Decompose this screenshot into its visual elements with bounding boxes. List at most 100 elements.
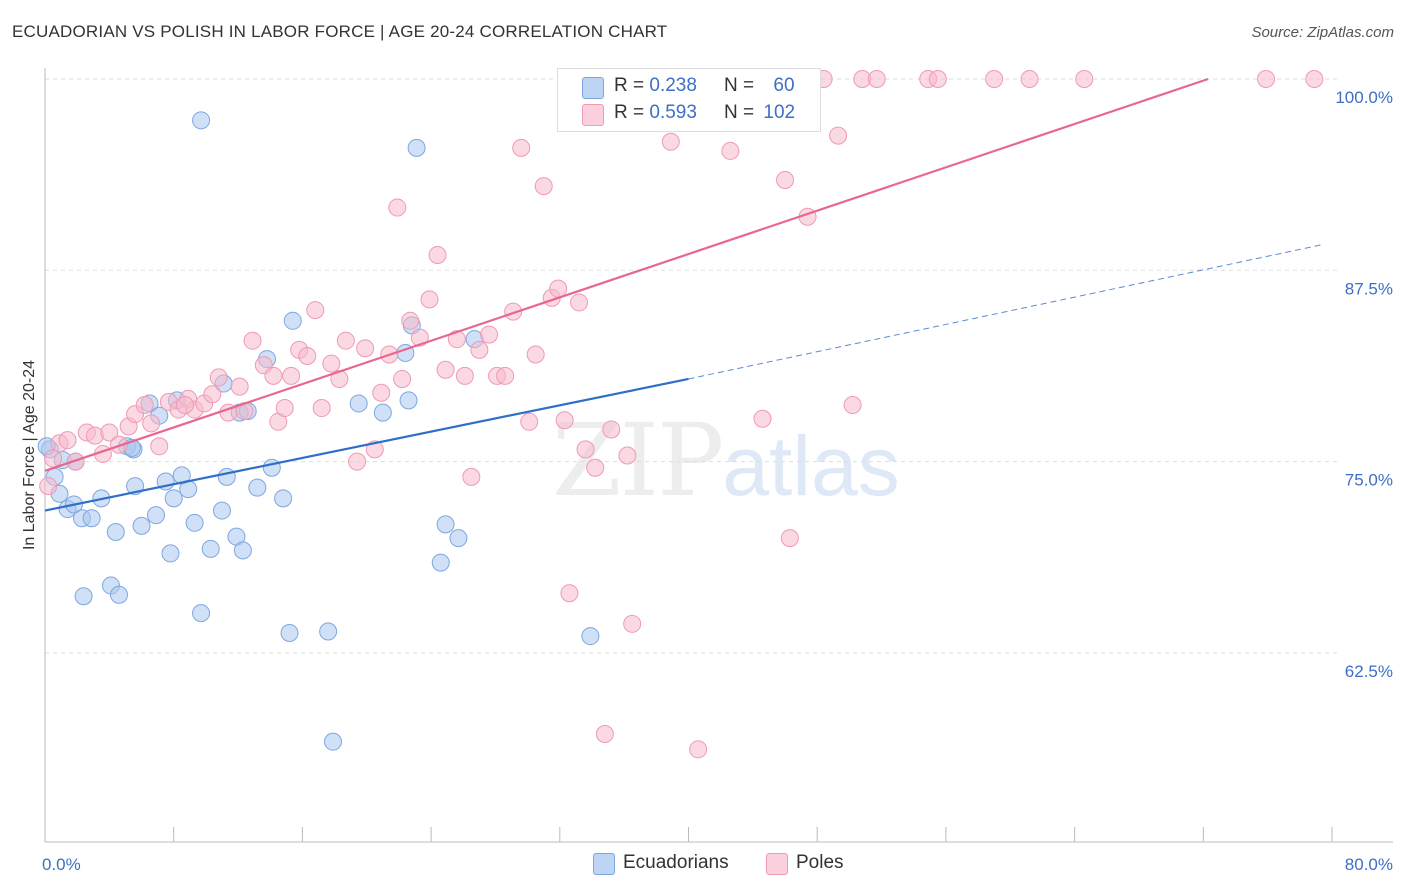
ecuadorians-swatch [593, 853, 615, 875]
pole-point [372, 383, 391, 402]
pole-point [623, 614, 642, 633]
pole-point [867, 70, 886, 88]
poles-label: Poles [796, 852, 844, 873]
legend-swatch-blue [582, 77, 604, 99]
y-tick-label: 87.5% [1345, 279, 1393, 298]
ecuadorian-point [581, 627, 600, 646]
axes [44, 68, 1393, 843]
pole-point [455, 366, 474, 385]
pole-point [410, 328, 429, 347]
ecuadorian-point [283, 311, 302, 330]
ecuadorian-point [217, 467, 236, 486]
pole-point [209, 368, 228, 387]
ecuadorian-point [212, 501, 231, 520]
ecuadorian-point [248, 478, 267, 497]
pole-point [401, 311, 420, 330]
pole-point [462, 467, 481, 486]
pole-point [576, 440, 595, 459]
pole-point [264, 366, 283, 385]
legend-n-label: N = [724, 75, 760, 96]
ecuadorian-point [74, 587, 93, 606]
y-tick-label: 62.5% [1345, 662, 1393, 681]
x-tick-label-max: 80.0% [1345, 855, 1393, 874]
pole-point [829, 126, 848, 145]
legend-n-label: N = [724, 102, 760, 123]
pole-point [928, 70, 947, 88]
pole-point [560, 584, 579, 603]
pole-point [203, 385, 222, 404]
pole-point [504, 302, 523, 321]
ecuadorian-point [323, 732, 342, 751]
ecuadorian-point [82, 509, 101, 528]
pole-point [618, 446, 637, 465]
ecuadorian-point [106, 522, 125, 541]
pole-point [436, 360, 455, 379]
pole-point [1075, 70, 1094, 88]
x-tick-label-min: 0.0% [42, 855, 81, 874]
pole-point [336, 331, 355, 350]
pole-point [661, 132, 680, 151]
poles-points [39, 70, 1324, 759]
trend-lines [44, 77, 1325, 512]
pole-point [570, 293, 589, 312]
pole-point [689, 740, 708, 759]
ecuadorians-trend-line [44, 377, 689, 512]
ecuadorian-point [110, 585, 129, 604]
ecuadorian-point [399, 391, 418, 410]
pole-point [393, 369, 412, 388]
poles-swatch [766, 853, 788, 875]
ecuadorian-point [274, 489, 293, 508]
gridlines [45, 78, 1340, 654]
pole-point [753, 409, 772, 428]
watermark-atlas: atlas [722, 419, 900, 513]
pole-point [1257, 70, 1276, 88]
ecuadorians-label: Ecuadorians [623, 852, 729, 873]
ecuadorian-point [431, 553, 450, 572]
ecuadorian-point [349, 394, 368, 413]
ecuadorian-point [192, 604, 211, 623]
pole-point [282, 366, 301, 385]
ecuadorian-point [192, 111, 211, 130]
pole-point [306, 301, 325, 320]
pole-point [44, 449, 63, 468]
pole-point [602, 420, 621, 439]
pole-point [39, 477, 58, 496]
x-tick-labels: 0.0% 80.0% [42, 855, 1393, 874]
pole-point [135, 395, 154, 414]
ecuadorian-point [132, 516, 151, 535]
pole-point [555, 411, 574, 430]
pole-point [595, 725, 614, 744]
chart-source: Source: ZipAtlas.com [1251, 24, 1394, 41]
pole-point [447, 330, 466, 349]
ecuadorian-point [319, 622, 338, 641]
pole-point [356, 339, 375, 358]
pole-point [776, 171, 795, 190]
pole-point [142, 414, 161, 433]
pole-point [721, 141, 740, 160]
pole-point [1305, 70, 1324, 88]
pole-point [526, 345, 545, 364]
pole-point [586, 458, 605, 477]
y-tick-labels: 62.5% 75.0% 87.5% 100.0% [1335, 88, 1393, 681]
pole-point [298, 347, 317, 366]
pole-point [388, 198, 407, 217]
ecuadorian-point [436, 515, 455, 534]
ecuadorian-point [161, 544, 180, 563]
pole-point [58, 431, 77, 450]
ecuadorians-trend-extension [688, 243, 1325, 380]
pole-point [780, 529, 799, 548]
watermark-zip: ZIP [552, 402, 724, 519]
pole-point [275, 399, 294, 418]
pole-point [348, 452, 367, 471]
ecuadorian-point [373, 403, 392, 422]
pole-point [85, 426, 104, 445]
pole-point [843, 395, 862, 414]
ecuadorian-point [407, 138, 426, 157]
pole-point [512, 138, 531, 157]
pole-point [480, 325, 499, 344]
legend: R = 0.238 N = 60 R = 0.593 N = 102 [557, 68, 821, 132]
legend-r-value: 0.238 [649, 75, 697, 96]
pole-point [100, 423, 119, 442]
ecuadorian-point [185, 513, 204, 532]
